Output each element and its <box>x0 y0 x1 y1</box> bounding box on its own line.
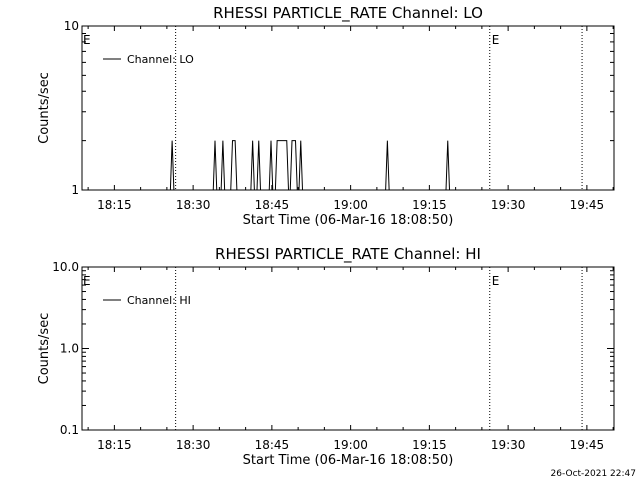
x-tick-label: 18:45 <box>255 198 290 212</box>
event-marker-label-start: E <box>83 274 91 288</box>
y-tick-label: 1 <box>71 183 79 197</box>
chart-title: RHESSI PARTICLE_RATE Channel: LO <box>213 4 483 23</box>
y-axis-label: Counts/sec <box>37 72 52 144</box>
x-tick-label: 19:30 <box>491 438 526 452</box>
footer-timestamp: 26-Oct-2021 22:47 <box>551 469 636 479</box>
event-marker-label-start: E <box>83 33 91 47</box>
chart-title: RHESSI PARTICLE_RATE Channel: HI <box>215 245 481 264</box>
legend-label: Channel: HI <box>127 294 191 307</box>
event-marker-label: E <box>492 274 500 288</box>
x-tick-label: 18:30 <box>176 438 211 452</box>
y-tick-label: 0.1 <box>60 423 79 437</box>
x-tick-label: 18:15 <box>97 198 132 212</box>
x-tick-label: 18:30 <box>176 198 211 212</box>
plot-frame <box>81 25 615 191</box>
plot-frame <box>81 266 615 431</box>
x-tick-label: 18:45 <box>255 438 290 452</box>
y-tick-label: 10.0 <box>52 260 79 274</box>
chart-panel-hi: RHESSI PARTICLE_RATE Channel: HI 18:15 18:… <box>37 245 615 468</box>
event-marker-label: E <box>492 33 500 47</box>
x-tick-label: 19:00 <box>333 198 368 212</box>
x-tick-label: 19:15 <box>412 438 447 452</box>
x-axis-label: Start Time (06-Mar-16 18:08:50) <box>243 453 454 468</box>
x-tick-label: 18:15 <box>97 438 132 452</box>
x-tick-label: 19:45 <box>570 198 605 212</box>
x-tick-label: 19:45 <box>570 438 605 452</box>
series-line <box>169 140 450 191</box>
y-tick-label: 10 <box>64 19 79 33</box>
x-tick-label: 19:15 <box>412 198 447 212</box>
y-tick-label: 1.0 <box>60 342 79 356</box>
legend-label: Channel: LO <box>127 53 194 66</box>
chart-panel-lo: RHESSI PARTICLE_RATE Channel: LO 18:15 18:… <box>37 4 615 228</box>
y-axis-label: Counts/sec <box>37 313 52 385</box>
x-axis-label: Start Time (06-Mar-16 18:08:50) <box>243 213 454 228</box>
x-tick-label: 19:30 <box>491 198 526 212</box>
x-tick-label: 19:00 <box>333 438 368 452</box>
